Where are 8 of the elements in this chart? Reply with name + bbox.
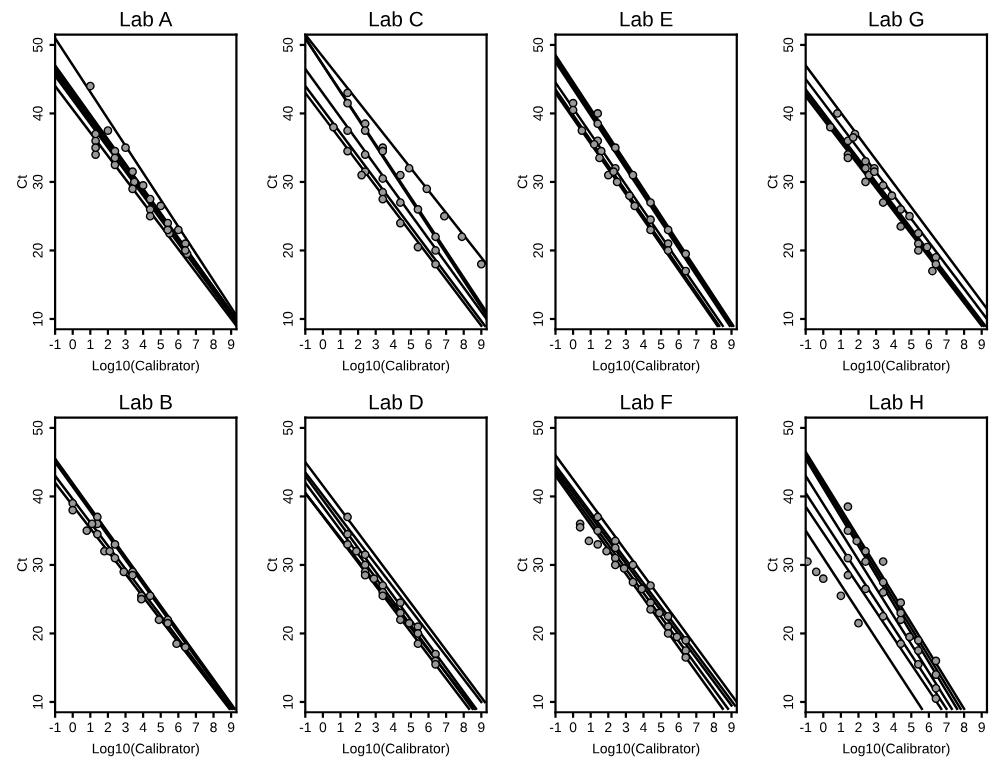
chart-title: Lab G xyxy=(869,11,924,27)
chart-title: Lab H xyxy=(870,394,923,410)
chart-title: Lab D xyxy=(369,394,423,410)
chart-title: Lab B xyxy=(120,394,172,410)
chart-title: Lab C xyxy=(369,11,423,27)
chart-title: Lab E xyxy=(620,11,673,27)
chart-title: Lab A xyxy=(120,11,173,27)
chart-title: Lab F xyxy=(621,394,672,410)
